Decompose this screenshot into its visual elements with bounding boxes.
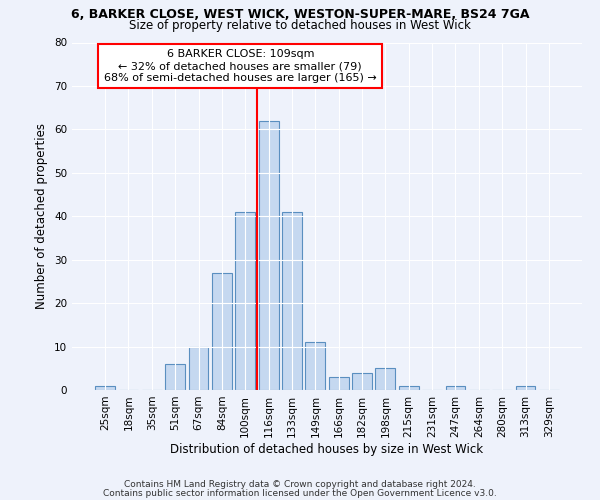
Bar [95,386,115,390]
Bar [235,212,255,390]
Bar [188,346,208,390]
Bar [282,212,302,390]
Bar [352,372,372,390]
X-axis label: Distribution of detached houses by size in West Wick: Distribution of detached houses by size … [170,442,484,456]
Text: Size of property relative to detached houses in West Wick: Size of property relative to detached ho… [129,19,471,32]
Text: Contains HM Land Registry data © Crown copyright and database right 2024.: Contains HM Land Registry data © Crown c… [124,480,476,489]
Bar [399,386,419,390]
Bar [305,342,325,390]
Text: 6, BARKER CLOSE, WEST WICK, WESTON-SUPER-MARE, BS24 7GA: 6, BARKER CLOSE, WEST WICK, WESTON-SUPER… [71,8,529,20]
Bar [212,272,232,390]
Bar [376,368,395,390]
Text: Contains public sector information licensed under the Open Government Licence v3: Contains public sector information licen… [103,489,497,498]
Text: 6 BARKER CLOSE: 109sqm
← 32% of detached houses are smaller (79)
68% of semi-det: 6 BARKER CLOSE: 109sqm ← 32% of detached… [104,50,377,82]
Bar [259,120,278,390]
Bar [329,377,349,390]
Y-axis label: Number of detached properties: Number of detached properties [35,123,49,309]
Bar [165,364,185,390]
Bar [515,386,535,390]
Bar [446,386,466,390]
